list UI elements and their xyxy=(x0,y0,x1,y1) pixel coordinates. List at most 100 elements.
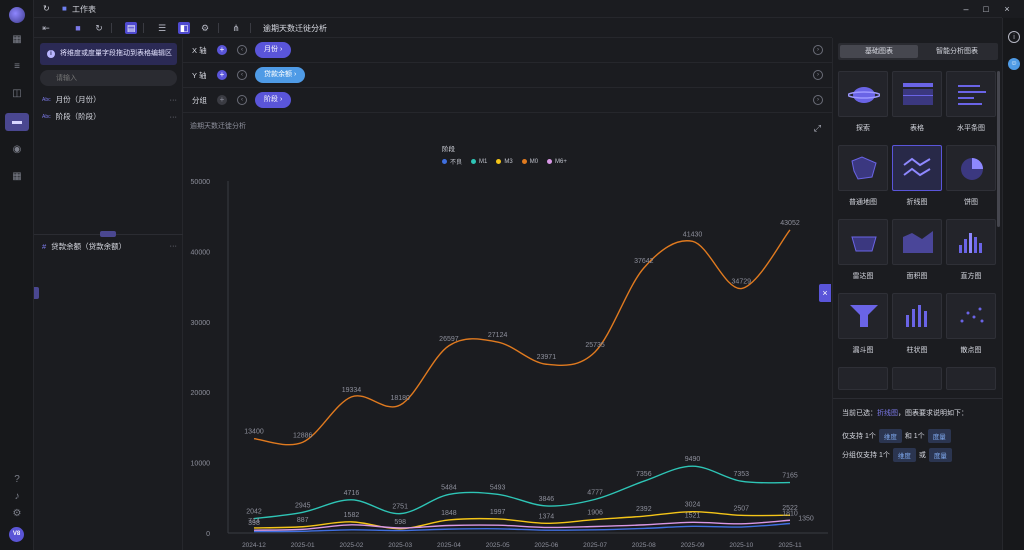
toolbar-divider xyxy=(143,23,144,33)
sync-icon[interactable]: ↻ xyxy=(95,23,103,33)
tab-smart-charts[interactable]: 智能分析图表 xyxy=(936,48,978,55)
save-icon[interactable]: ■ xyxy=(75,23,81,33)
folder-icon[interactable]: ▬ xyxy=(5,113,29,131)
help-icon[interactable]: ? xyxy=(14,474,20,485)
legend-label: 不良 xyxy=(450,160,463,166)
chart-type-label: 探索 xyxy=(856,125,870,132)
chart-type-tile[interactable] xyxy=(838,293,888,339)
y-axis-label: Y 轴 xyxy=(192,71,207,80)
explore-chart-icon xyxy=(848,87,880,103)
chevron-left-icon[interactable]: ‹ xyxy=(237,70,247,80)
chart-type-tile[interactable] xyxy=(946,367,996,390)
chart-type-label: 雷达图 xyxy=(852,273,874,280)
chart-icon[interactable]: ◧ xyxy=(178,22,190,34)
drag-hint-text: 将维度或度量字段拖动到表格编辑区 xyxy=(60,50,172,57)
chevron-left-icon[interactable]: ‹ xyxy=(237,45,247,55)
chart-type-tile[interactable] xyxy=(838,145,888,191)
legend-item[interactable]: M6+ xyxy=(547,157,567,166)
chart-type-tile[interactable] xyxy=(838,219,888,265)
dashboard-icon[interactable]: ▦ xyxy=(12,34,22,45)
data-label: 2945 xyxy=(295,502,311,509)
database-icon[interactable]: ≡ xyxy=(14,61,20,72)
chart-type-tile[interactable] xyxy=(946,219,996,265)
add-icon[interactable]: + xyxy=(217,70,227,80)
nav-rail: ▦ ≡ ◫ ▬ ◉ ▦ ? ♪ ⚙ V8 xyxy=(0,0,34,550)
group-pill[interactable]: 阶段 › xyxy=(255,92,292,108)
chevron-left-icon[interactable]: ‹ xyxy=(237,95,247,105)
field-label: 贷款余额（贷款余额） xyxy=(51,242,127,251)
req-text: 和 1个 xyxy=(904,433,925,440)
data-label: 1997 xyxy=(490,509,506,516)
add-icon[interactable]: + xyxy=(217,95,227,105)
x-tick-label: 2025-09 xyxy=(681,542,705,549)
divider-handle[interactable] xyxy=(100,231,116,237)
data-label: 12886 xyxy=(293,432,313,439)
cube-icon[interactable]: ◫ xyxy=(12,88,22,99)
dimension-field[interactable]: Abc 月份（月份） ··· xyxy=(42,94,177,106)
minimize-icon[interactable]: – xyxy=(963,4,969,14)
chart-type-label: 饼图 xyxy=(964,199,978,206)
bell-icon[interactable]: ♪ xyxy=(14,491,20,502)
apps-icon[interactable]: ▦ xyxy=(12,171,22,182)
close-icon[interactable]: × xyxy=(1004,4,1010,14)
maximize-icon[interactable]: □ xyxy=(983,4,989,14)
measure-chip: 度量 xyxy=(927,429,951,443)
chart-type-tile[interactable] xyxy=(946,71,996,117)
chevron-right-icon[interactable]: › xyxy=(813,45,823,55)
data-label: 9490 xyxy=(685,456,701,463)
search-input[interactable] xyxy=(40,70,177,86)
chart-type-tile[interactable] xyxy=(946,145,996,191)
measure-field[interactable]: # 贷款余额（贷款余额） ··· xyxy=(42,241,177,252)
chevron-right-icon[interactable]: › xyxy=(813,95,823,105)
more-icon[interactable]: ··· xyxy=(169,95,178,104)
refresh-icon[interactable]: ↻ xyxy=(43,4,50,13)
chart-type-tile[interactable] xyxy=(892,219,942,265)
toolbar-divider xyxy=(250,23,251,33)
text-type-icon: Abc xyxy=(42,97,51,104)
data-label: 1374 xyxy=(539,513,555,520)
x-tick-label: 2025-10 xyxy=(729,542,753,549)
more-icon[interactable]: ··· xyxy=(169,112,178,121)
x-axis-pill[interactable]: 月份 › xyxy=(255,42,292,58)
share-icon[interactable]: ⋔ xyxy=(232,23,240,33)
avatar[interactable]: V8 xyxy=(9,527,24,542)
data-label: 1350 xyxy=(798,515,814,522)
y-axis-pill[interactable]: 贷款余额 › xyxy=(255,67,306,83)
req-text: 分组仅支持 1个 xyxy=(842,452,890,459)
chart-type-label: 面积图 xyxy=(906,273,928,280)
data-label: 1521 xyxy=(685,512,701,519)
info-icon[interactable]: i xyxy=(1008,31,1020,43)
y-tick-label: 0 xyxy=(206,531,210,538)
chart-type-tile[interactable] xyxy=(838,367,888,390)
expand-left-handle[interactable] xyxy=(34,287,39,299)
fullscreen-icon[interactable]: ⤢ xyxy=(813,123,821,133)
collapse-panel-icon[interactable]: ⇤ xyxy=(42,23,50,33)
y-tick-label: 40000 xyxy=(191,249,211,256)
chart-type-tile[interactable] xyxy=(892,293,942,339)
legend-item[interactable]: M3 xyxy=(496,157,513,166)
data-label: 2751 xyxy=(392,504,408,511)
tab-basic-charts[interactable]: 基础图表 xyxy=(840,45,918,58)
dimension-field[interactable]: Abc 阶段（阶段） ··· xyxy=(42,111,177,123)
scrollbar[interactable] xyxy=(997,71,1000,227)
legend-item[interactable]: 不良 xyxy=(442,157,462,166)
data-label: 5493 xyxy=(490,484,506,491)
assistant-icon[interactable]: ☺ xyxy=(1008,58,1020,70)
more-icon[interactable]: ··· xyxy=(169,241,178,250)
chart-type-tile[interactable] xyxy=(892,145,942,191)
chart-type-tile[interactable] xyxy=(838,71,888,117)
filter-icon[interactable]: ☰ xyxy=(157,23,167,33)
compass-icon[interactable]: ◉ xyxy=(12,144,22,155)
collapse-right-icon[interactable]: × xyxy=(819,284,831,302)
chart-type-tile[interactable] xyxy=(892,367,942,390)
settings-icon[interactable]: ⚙ xyxy=(12,508,22,519)
legend-item[interactable]: M0 xyxy=(521,157,538,166)
chart-type-tile[interactable] xyxy=(946,293,996,339)
chevron-right-icon[interactable]: › xyxy=(813,70,823,80)
legend-label: M6+ xyxy=(555,158,567,165)
chart-type-tile[interactable] xyxy=(892,71,942,117)
gear-icon[interactable]: ⚙ xyxy=(200,23,210,33)
legend-item[interactable]: M1 xyxy=(471,157,487,166)
add-icon[interactable]: + xyxy=(217,45,227,55)
layout-icon[interactable]: ▤ xyxy=(125,22,137,34)
